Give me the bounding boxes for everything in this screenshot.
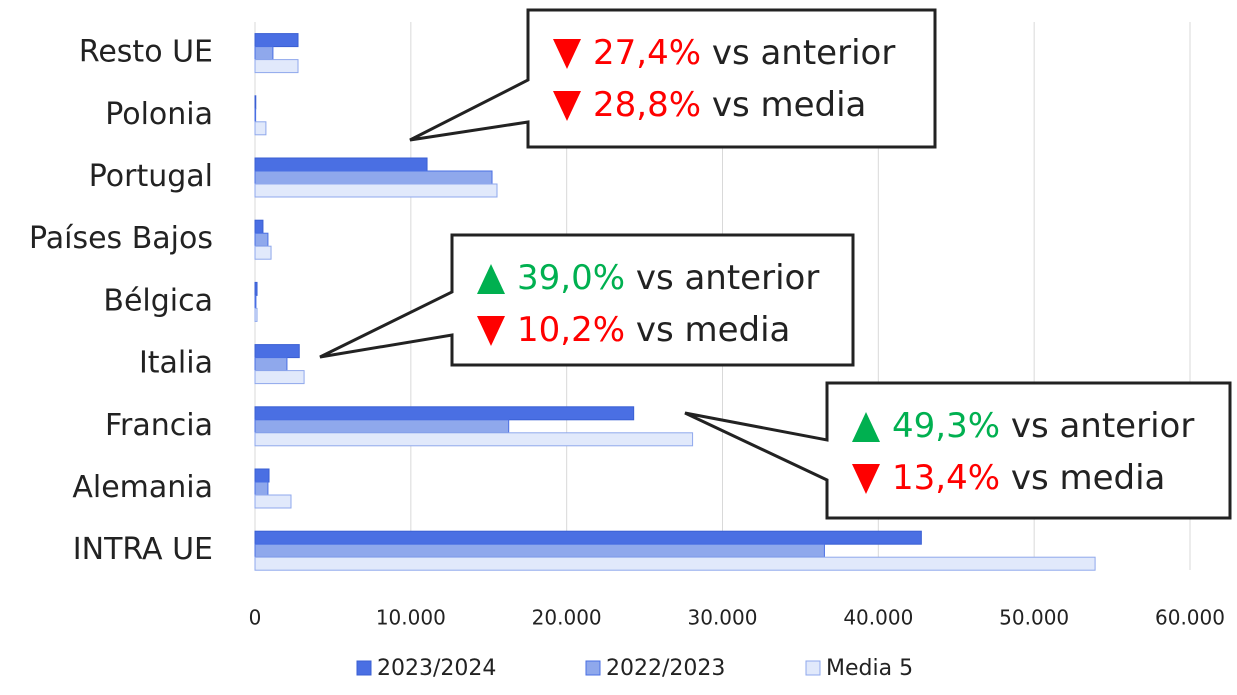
- legend-label: 2023/2024: [377, 656, 496, 681]
- annotation-text: vs media: [712, 85, 867, 125]
- callout-box: [409, 8, 937, 149]
- x-tick-label: 10.000: [376, 606, 446, 630]
- annotation-text: vs media: [636, 310, 791, 350]
- x-tick-label: 60.000: [1155, 606, 1225, 630]
- annotation-value: 49,3%: [892, 406, 1000, 446]
- annotation-callout: 39,0% vs anterior 10,2% vs media: [319, 233, 855, 367]
- bar: [254, 481, 269, 496]
- legend-label: Media 5: [826, 656, 913, 681]
- bar: [254, 59, 299, 74]
- bar: [254, 370, 305, 385]
- bar: [254, 294, 257, 309]
- bar: [254, 219, 264, 234]
- annotation-text: vs media: [1011, 458, 1166, 498]
- legend-swatch: [585, 660, 601, 676]
- bar: [254, 281, 258, 296]
- bar: [254, 556, 1096, 571]
- annotation-text: vs anterior: [636, 258, 820, 298]
- annotation-line: 28,8% vs media: [593, 85, 866, 125]
- x-tick-label: 50.000: [999, 606, 1069, 630]
- bar: [254, 157, 428, 172]
- bar: [254, 232, 269, 247]
- x-tick-label: 40.000: [843, 606, 913, 630]
- annotation-line: 27,4% vs anterior: [593, 33, 895, 73]
- annotation-value: 27,4%: [593, 33, 701, 73]
- y-tick-label: Polonia: [105, 97, 213, 132]
- y-tick-label: Italia: [139, 346, 213, 381]
- bar: [254, 543, 825, 558]
- annotation-value: 28,8%: [593, 85, 701, 125]
- bar: [254, 357, 288, 372]
- x-tick-label: 20.000: [532, 606, 602, 630]
- bar: [254, 245, 272, 260]
- annotation-space: [625, 310, 636, 350]
- trend-arrow: [477, 316, 505, 346]
- annotation-space: [701, 33, 712, 73]
- trend-arrow: [852, 464, 880, 494]
- callout-box: [684, 381, 1232, 520]
- bar: [254, 344, 300, 359]
- bar: [254, 108, 257, 123]
- legend-label: 2022/2023: [606, 656, 725, 681]
- y-tick-label: Alemania: [72, 470, 213, 505]
- bar: [254, 121, 267, 136]
- y-tick-label: INTRA UE: [73, 532, 213, 567]
- annotation-text: vs anterior: [1011, 406, 1195, 446]
- trend-arrow: [852, 412, 880, 442]
- bar: [254, 468, 270, 483]
- annotation-line: 39,0% vs anterior: [517, 258, 819, 298]
- annotation-value: 10,2%: [517, 310, 625, 350]
- bar: [254, 33, 299, 48]
- bar: [254, 406, 635, 421]
- bar: [254, 170, 493, 185]
- bar: [254, 432, 694, 447]
- trend-arrow: [477, 264, 505, 294]
- y-tick-label: Francia: [105, 408, 213, 443]
- annotation-space: [625, 258, 636, 298]
- annotation-line: 10,2% vs media: [517, 310, 790, 350]
- legend-swatch: [356, 660, 372, 676]
- y-tick-label: Portugal: [89, 159, 213, 194]
- callout-box: [319, 233, 855, 367]
- annotation-space: [1000, 458, 1011, 498]
- annotation-line: 13,4% vs media: [892, 458, 1165, 498]
- x-tick-label: 30.000: [688, 606, 758, 630]
- y-tick-label: Bélgica: [103, 283, 213, 318]
- x-tick-label: 0: [249, 606, 262, 630]
- annotation-callout: 27,4% vs anterior 28,8% vs media: [409, 8, 937, 149]
- bar: [254, 530, 922, 545]
- trend-arrow: [553, 39, 581, 69]
- bar: [254, 46, 274, 61]
- bar: [254, 95, 257, 110]
- trend-arrow: [553, 91, 581, 121]
- annotation-text: vs anterior: [712, 33, 896, 73]
- bar: [254, 307, 258, 322]
- annotation-space: [701, 85, 712, 125]
- bar: [254, 419, 510, 434]
- legend-swatch: [805, 660, 821, 676]
- annotation-value: 39,0%: [517, 258, 625, 298]
- bar: [254, 183, 498, 198]
- y-tick-label: Resto UE: [79, 35, 213, 70]
- annotation-line: 49,3% vs anterior: [892, 406, 1194, 446]
- y-tick-label: Países Bajos: [29, 221, 213, 256]
- annotation-value: 13,4%: [892, 458, 1000, 498]
- bar: [254, 494, 292, 509]
- annotation-callout: 49,3% vs anterior 13,4% vs media: [684, 381, 1232, 520]
- annotation-space: [1000, 406, 1011, 446]
